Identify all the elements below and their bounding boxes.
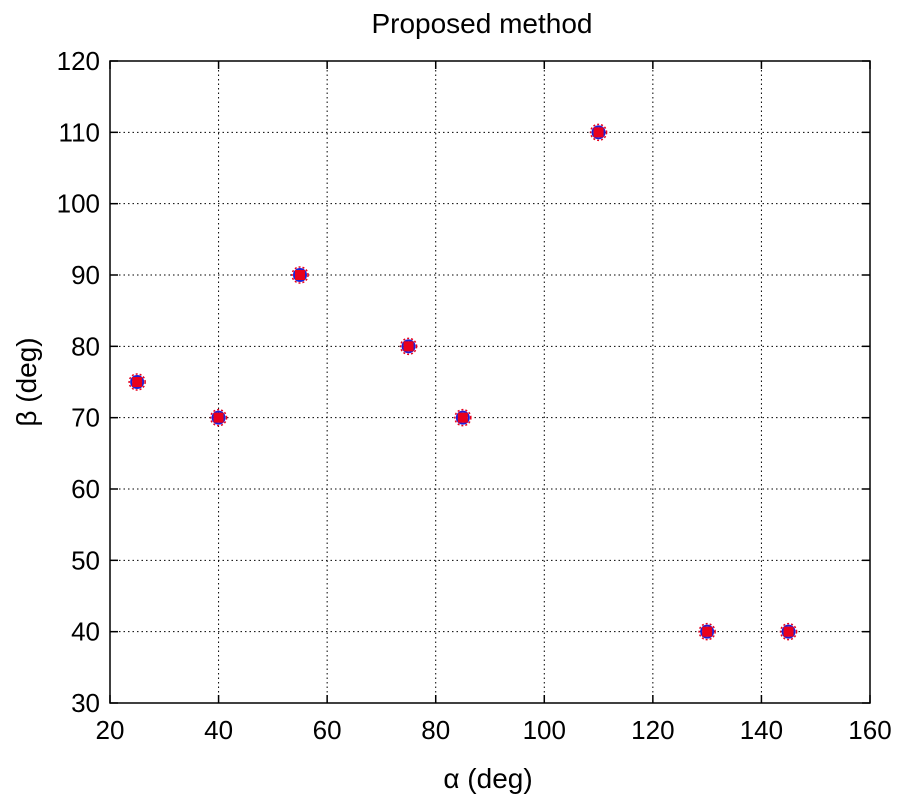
y-tick-label: 80 xyxy=(71,331,100,361)
x-tick-label: 40 xyxy=(204,715,233,745)
grid-lines xyxy=(110,61,870,703)
chart-title: Proposed method xyxy=(371,8,592,39)
y-tick-label: 100 xyxy=(57,189,100,219)
scatter-point xyxy=(291,266,309,284)
x-tick-label: 120 xyxy=(631,715,674,745)
plot-frame xyxy=(109,60,871,704)
y-tick-label: 30 xyxy=(71,688,100,718)
scatter-point xyxy=(698,622,716,641)
y-axis-title: β (deg) xyxy=(11,337,42,426)
scatter-point xyxy=(209,408,228,427)
x-tick-label: 100 xyxy=(523,715,566,745)
x-tick-label: 140 xyxy=(740,715,783,745)
y-tick-label: 60 xyxy=(71,474,100,504)
axis-ticks: 20 40 60 80 100 120 140 160 30 40 50 60 70 80 90 100 110… xyxy=(57,46,892,745)
x-axis-title: α (deg) xyxy=(443,763,532,794)
scatter-point xyxy=(589,123,608,142)
x-tick-label: 60 xyxy=(313,715,342,745)
x-tick-label: 80 xyxy=(421,715,450,745)
scatter-point xyxy=(128,373,146,391)
x-tick-label: 20 xyxy=(96,715,125,745)
x-tick-label: 160 xyxy=(848,715,891,745)
y-tick-label: 110 xyxy=(59,117,100,147)
scatter-point xyxy=(779,622,798,641)
y-tick-label: 120 xyxy=(57,46,100,76)
y-tick-label: 40 xyxy=(71,617,100,647)
y-tick-label: 70 xyxy=(71,403,100,433)
y-tick-label: 50 xyxy=(71,545,100,575)
y-tick-label: 90 xyxy=(71,260,100,290)
scatter-point xyxy=(399,337,418,356)
scatter-point xyxy=(454,408,472,427)
data-points xyxy=(128,123,798,641)
